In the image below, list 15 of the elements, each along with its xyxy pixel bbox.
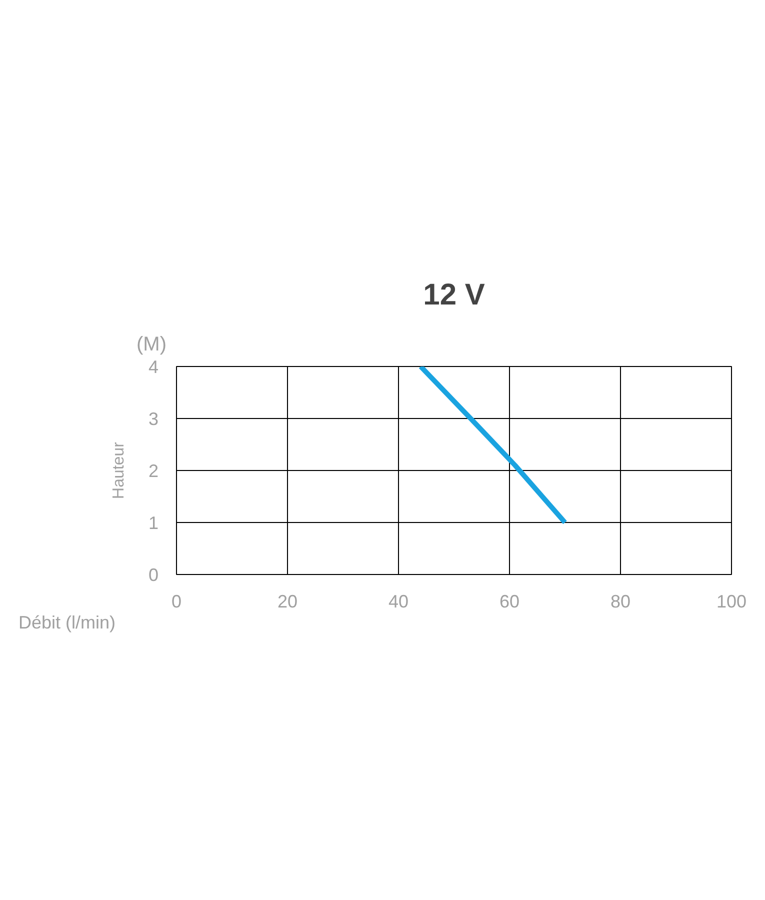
x-axis-title: Débit (l/min) <box>18 612 116 632</box>
x-tick-label: 80 <box>610 592 631 612</box>
y-tick-label: 0 <box>148 565 159 585</box>
x-tick-label: 0 <box>171 592 182 612</box>
y-tick-label: 3 <box>148 409 159 429</box>
y-tick-label: 2 <box>148 461 159 481</box>
x-tick-label: 20 <box>277 592 298 612</box>
y-axis-title: Hauteur <box>110 441 128 499</box>
chart-title: 12 V <box>423 278 485 312</box>
x-tick-label: 40 <box>388 592 409 612</box>
x-tick-label: 100 <box>716 592 747 612</box>
text: (M) <box>136 334 166 356</box>
y-tick-label: 1 <box>148 513 159 533</box>
x-tick-label: 60 <box>499 592 520 612</box>
y-tick-label: 4 <box>148 357 159 377</box>
